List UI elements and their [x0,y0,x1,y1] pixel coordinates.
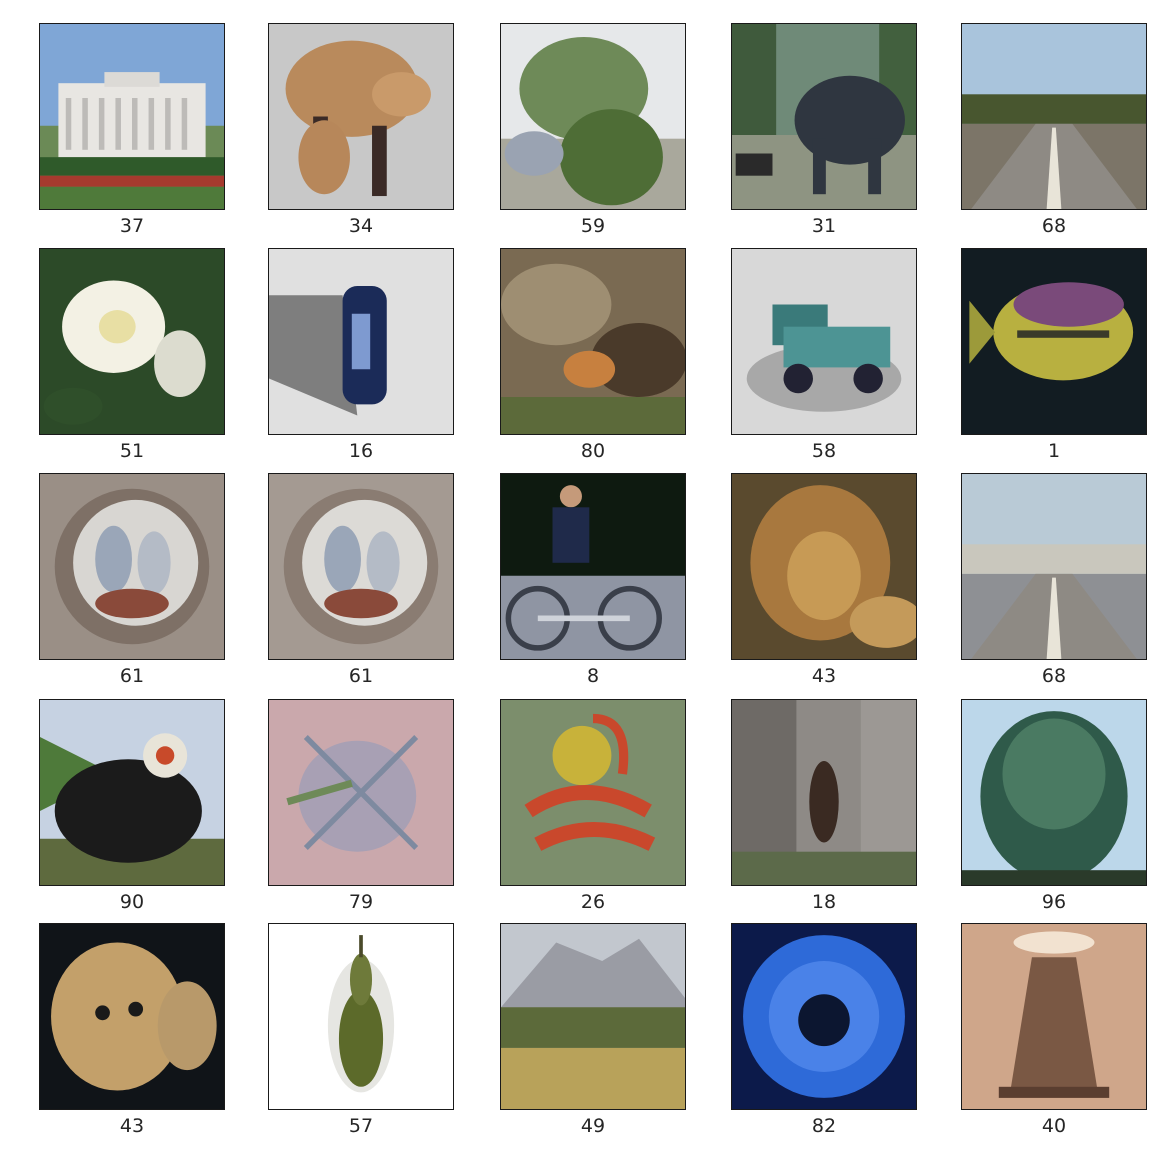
thumbnail-picture [732,474,916,659]
thumbnail-picture [962,249,1146,434]
thumbnail-picture [40,24,224,209]
thumbnail-image [39,699,225,886]
thumbnail-label: 82 [811,1115,837,1137]
thumbnail-label: 59 [580,215,606,237]
thumbnail-label: 26 [580,891,606,913]
thumbnail-image [961,248,1147,435]
thumbnail-image [961,23,1147,210]
thumbnail-image [731,248,917,435]
thumbnail-picture [269,24,453,209]
thumbnail-label: 58 [811,440,837,462]
thumbnail-picture [962,474,1146,659]
thumbnail-image [268,23,454,210]
thumbnail-picture [962,924,1146,1109]
thumbnail-label: 61 [348,665,374,687]
thumbnail-label: 37 [119,215,145,237]
thumbnail-label: 79 [348,891,374,913]
thumbnail-picture [732,700,916,885]
thumbnail-image [268,923,454,1110]
thumbnail-picture [501,474,685,659]
thumbnail-label: 68 [1041,215,1067,237]
thumbnail-image [500,699,686,886]
thumbnail-image [961,699,1147,886]
thumbnail-picture [269,924,453,1109]
thumbnail-picture [501,924,685,1109]
thumbnail-picture [501,249,685,434]
thumbnail-label: 31 [811,215,837,237]
thumbnail-image [500,473,686,660]
thumbnail-picture [40,249,224,434]
thumbnail-picture [269,700,453,885]
thumbnail-image [500,23,686,210]
thumbnail-image [500,923,686,1110]
thumbnail-label: 34 [348,215,374,237]
thumbnail-picture [269,249,453,434]
thumbnail-picture [732,924,916,1109]
thumbnail-image [39,248,225,435]
thumbnail-label: 68 [1041,665,1067,687]
thumbnail-label: 49 [580,1115,606,1137]
thumbnail-label: 57 [348,1115,374,1137]
thumbnail-label: 43 [811,665,837,687]
thumbnail-picture [40,474,224,659]
thumbnail-label: 16 [348,440,374,462]
thumbnail-image [268,473,454,660]
thumbnail-label: 40 [1041,1115,1067,1137]
thumbnail-image [731,473,917,660]
thumbnail-image [731,923,917,1110]
thumbnail-picture [501,24,685,209]
thumbnail-image [39,23,225,210]
thumbnail-image [39,923,225,1110]
thumbnail-label: 80 [580,440,606,462]
thumbnail-label: 8 [586,665,600,687]
thumbnail-image [731,23,917,210]
thumbnail-label: 96 [1041,891,1067,913]
thumbnail-image [961,473,1147,660]
thumbnail-picture [732,24,916,209]
thumbnail-image [268,699,454,886]
thumbnail-image [731,699,917,886]
thumbnail-picture [962,700,1146,885]
thumbnail-picture [269,474,453,659]
thumbnail-label: 61 [119,665,145,687]
thumbnail-picture [40,700,224,885]
thumbnail-picture [962,24,1146,209]
thumbnail-label: 18 [811,891,837,913]
thumbnail-picture [501,700,685,885]
thumbnail-image [961,923,1147,1110]
thumbnail-image [268,248,454,435]
thumbnail-picture [40,924,224,1109]
thumbnail-image [500,248,686,435]
thumbnail-label: 51 [119,440,145,462]
thumbnail-label: 90 [119,891,145,913]
thumbnail-label: 43 [119,1115,145,1137]
thumbnail-picture [732,249,916,434]
thumbnail-label: 1 [1047,440,1061,462]
thumbnail-image [39,473,225,660]
